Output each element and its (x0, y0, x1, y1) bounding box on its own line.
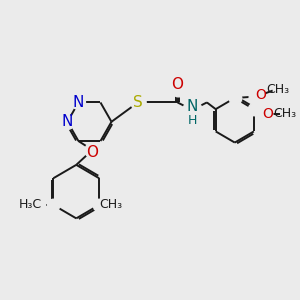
Text: N: N (73, 95, 84, 110)
Text: O: O (86, 145, 98, 160)
Text: O: O (172, 77, 184, 92)
Text: N: N (187, 99, 198, 114)
Text: CH₃: CH₃ (273, 107, 296, 120)
Text: N: N (62, 114, 73, 129)
Text: O: O (255, 88, 266, 102)
Text: S: S (133, 95, 143, 110)
Text: H: H (188, 114, 197, 127)
Text: O: O (262, 107, 273, 121)
Text: H₃C: H₃C (19, 199, 42, 212)
Text: CH₃: CH₃ (266, 83, 289, 96)
Text: CH₃: CH₃ (99, 199, 122, 212)
